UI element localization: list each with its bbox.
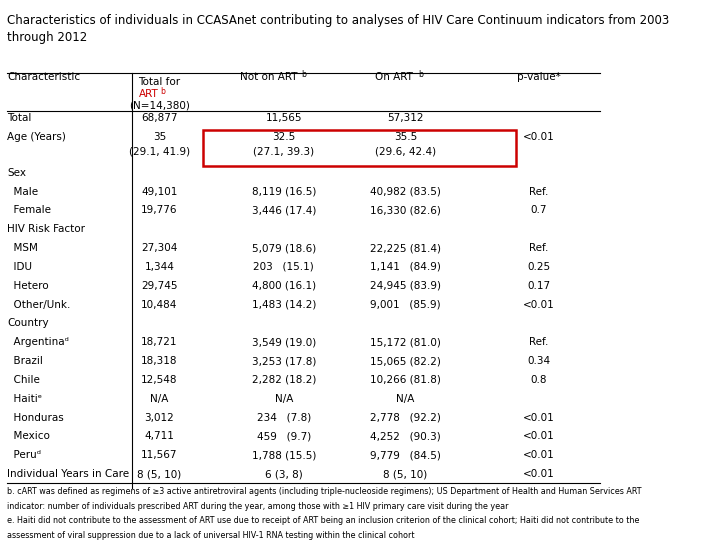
Text: 15,065 (82.2): 15,065 (82.2) xyxy=(370,356,441,366)
Text: Other/Unk.: Other/Unk. xyxy=(7,300,71,309)
Text: 3,549 (19.0): 3,549 (19.0) xyxy=(252,338,316,347)
Text: b: b xyxy=(161,87,166,96)
Text: indicator: number of individuals prescribed ART during the year, among those wit: indicator: number of individuals prescri… xyxy=(7,502,509,511)
Text: Male: Male xyxy=(7,187,39,197)
Text: 15,172 (81.0): 15,172 (81.0) xyxy=(370,338,441,347)
Text: <0.01: <0.01 xyxy=(523,450,555,460)
Text: On ART: On ART xyxy=(375,72,413,82)
Text: Individual Years in Care: Individual Years in Care xyxy=(7,469,130,479)
Text: 68,877: 68,877 xyxy=(141,113,178,123)
Text: Brazil: Brazil xyxy=(7,356,43,366)
Text: Age (Years): Age (Years) xyxy=(7,132,66,142)
Text: 3,446 (17.4): 3,446 (17.4) xyxy=(251,205,316,215)
Text: Characteristic: Characteristic xyxy=(7,72,81,82)
Text: Honduras: Honduras xyxy=(7,413,64,423)
Text: 10,484: 10,484 xyxy=(141,300,178,309)
Text: 8,119 (16.5): 8,119 (16.5) xyxy=(251,187,316,197)
Text: 57,312: 57,312 xyxy=(387,113,423,123)
Text: 11,565: 11,565 xyxy=(266,113,302,123)
Text: 27,304: 27,304 xyxy=(141,243,178,253)
Text: 9,779   (84.5): 9,779 (84.5) xyxy=(370,450,441,460)
Bar xyxy=(203,130,516,166)
Text: 40,982 (83.5): 40,982 (83.5) xyxy=(370,187,441,197)
Text: Haitiᵉ: Haitiᵉ xyxy=(7,394,42,404)
Text: 8 (5, 10): 8 (5, 10) xyxy=(383,469,428,479)
Text: 1,141   (84.9): 1,141 (84.9) xyxy=(370,262,441,272)
Text: 35
(29.1, 41.9): 35 (29.1, 41.9) xyxy=(129,132,190,156)
Text: 2,778   (92.2): 2,778 (92.2) xyxy=(370,413,441,423)
Text: b: b xyxy=(302,70,306,79)
Text: 0.8: 0.8 xyxy=(531,375,547,385)
Text: 0.17: 0.17 xyxy=(527,281,551,291)
Text: 6 (3, 8): 6 (3, 8) xyxy=(265,469,302,479)
Text: Hetero: Hetero xyxy=(7,281,49,291)
Text: 4,711: 4,711 xyxy=(145,431,174,442)
Text: 0.25: 0.25 xyxy=(527,262,551,272)
Text: <0.01: <0.01 xyxy=(523,431,555,442)
Text: Ref.: Ref. xyxy=(529,243,549,253)
Text: 29,745: 29,745 xyxy=(141,281,178,291)
Text: 2,282 (18.2): 2,282 (18.2) xyxy=(251,375,316,385)
Text: <0.01: <0.01 xyxy=(523,132,555,142)
Text: 8 (5, 10): 8 (5, 10) xyxy=(138,469,181,479)
Text: 1,483 (14.2): 1,483 (14.2) xyxy=(251,300,316,309)
Text: 3,012: 3,012 xyxy=(145,413,174,423)
Text: 18,318: 18,318 xyxy=(141,356,178,366)
Text: Female: Female xyxy=(7,205,51,215)
Text: N/A: N/A xyxy=(396,394,415,404)
Text: 4,800 (16.1): 4,800 (16.1) xyxy=(252,281,316,291)
Text: Sex: Sex xyxy=(7,168,27,178)
Text: ART: ART xyxy=(138,89,158,99)
Text: HIV Risk Factor: HIV Risk Factor xyxy=(7,224,86,234)
Text: 32.5
(27.1, 39.3): 32.5 (27.1, 39.3) xyxy=(253,132,315,156)
Text: Mexico: Mexico xyxy=(7,431,50,442)
Text: N/A: N/A xyxy=(274,394,293,404)
Text: 11,567: 11,567 xyxy=(141,450,178,460)
Text: b. cART was defined as regimens of ≥3 active antiretroviral agents (including tr: b. cART was defined as regimens of ≥3 ac… xyxy=(7,487,642,496)
Text: 4,252   (90.3): 4,252 (90.3) xyxy=(370,431,441,442)
Text: Characteristics of individuals in CCASAnet contributing to analyses of HIV Care : Characteristics of individuals in CCASAn… xyxy=(7,15,670,44)
Text: Ref.: Ref. xyxy=(529,187,549,197)
Text: 203   (15.1): 203 (15.1) xyxy=(253,262,314,272)
Text: <0.01: <0.01 xyxy=(523,300,555,309)
Text: 49,101: 49,101 xyxy=(141,187,178,197)
Text: N/A: N/A xyxy=(150,394,168,404)
Text: Peruᵈ: Peruᵈ xyxy=(7,450,42,460)
Text: Not on ART: Not on ART xyxy=(240,72,297,82)
Text: 35.5
(29.6, 42.4): 35.5 (29.6, 42.4) xyxy=(374,132,436,156)
Text: <0.01: <0.01 xyxy=(523,413,555,423)
Text: Country: Country xyxy=(7,319,49,328)
Text: 234   (7.8): 234 (7.8) xyxy=(257,413,311,423)
Text: Chile: Chile xyxy=(7,375,40,385)
Text: 18,721: 18,721 xyxy=(141,338,178,347)
Text: Total: Total xyxy=(7,113,32,123)
Text: 1,344: 1,344 xyxy=(145,262,174,272)
Text: 10,266 (81.8): 10,266 (81.8) xyxy=(370,375,441,385)
Text: assessment of viral suppression due to a lack of universal HIV-1 RNA testing wit: assessment of viral suppression due to a… xyxy=(7,531,415,540)
Text: b: b xyxy=(418,70,423,79)
Text: IDU: IDU xyxy=(7,262,32,272)
Text: Total for: Total for xyxy=(138,77,181,87)
Text: 16,330 (82.6): 16,330 (82.6) xyxy=(370,205,441,215)
Text: 19,776: 19,776 xyxy=(141,205,178,215)
Text: MSM: MSM xyxy=(7,243,38,253)
Text: 9,001   (85.9): 9,001 (85.9) xyxy=(370,300,441,309)
Text: 0.7: 0.7 xyxy=(531,205,547,215)
Text: <0.01: <0.01 xyxy=(523,469,555,479)
Text: 24,945 (83.9): 24,945 (83.9) xyxy=(370,281,441,291)
Text: 1,788 (15.5): 1,788 (15.5) xyxy=(251,450,316,460)
Text: 12,548: 12,548 xyxy=(141,375,178,385)
Text: Argentinaᵈ: Argentinaᵈ xyxy=(7,338,69,347)
Text: 22,225 (81.4): 22,225 (81.4) xyxy=(370,243,441,253)
Text: e. Haiti did not contribute to the assessment of ART use due to receipt of ART b: e. Haiti did not contribute to the asses… xyxy=(7,516,640,525)
Text: Ref.: Ref. xyxy=(529,338,549,347)
Text: (N=14,380): (N=14,380) xyxy=(129,100,190,110)
Text: 3,253 (17.8): 3,253 (17.8) xyxy=(251,356,316,366)
Text: 5,079 (18.6): 5,079 (18.6) xyxy=(252,243,316,253)
Text: 459   (9.7): 459 (9.7) xyxy=(257,431,311,442)
Text: 0.34: 0.34 xyxy=(527,356,551,366)
Text: p-value*: p-value* xyxy=(517,72,561,82)
